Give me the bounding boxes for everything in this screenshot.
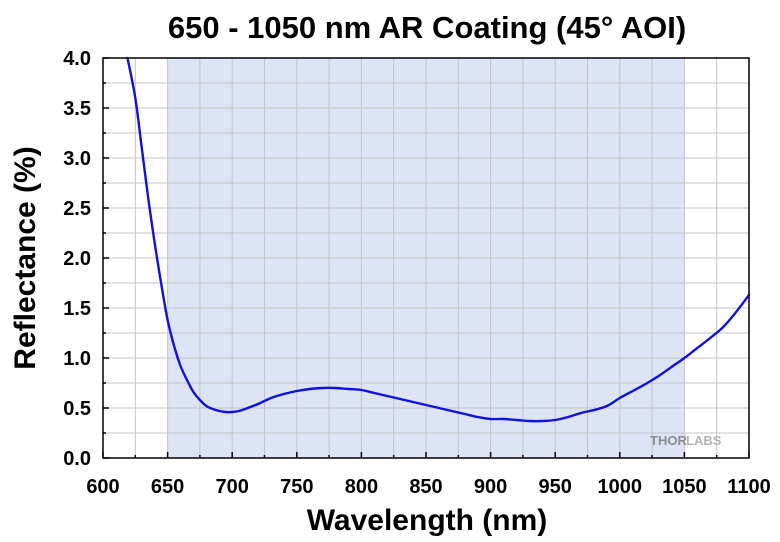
y-tick-label: 2.5	[63, 198, 91, 220]
y-tick-label: 0.5	[63, 398, 91, 420]
line-layer	[126, 56, 751, 423]
thorlabs-logo: THOR LABS	[650, 433, 722, 448]
logo-text-labs: LABS	[686, 433, 722, 448]
y-tick-label: 1.0	[63, 348, 91, 370]
y-tick-label: 0.0	[63, 448, 91, 470]
y-axis-label: Reflectance (%)	[9, 146, 42, 369]
x-axis-label: Wavelength (nm)	[307, 504, 548, 537]
y-tick-label: 3.5	[63, 98, 91, 120]
x-tick-label: 750	[280, 476, 313, 498]
y-tick-label: 4.0	[63, 48, 91, 70]
y-tick-labels: 0.0 0.5 1.0 1.5 2.0 2.5 3.0 3.5 4.0	[63, 48, 91, 470]
x-tick-labels: 600 650 700 750 800 850 900 950 1000 1050 1100	[86, 476, 770, 498]
tick-marks	[102, 57, 750, 459]
logo-text-thor: THOR	[650, 433, 687, 448]
x-tick-label: 800	[345, 476, 378, 498]
x-tick-label: 950	[539, 476, 572, 498]
y-tick-label: 2.0	[63, 248, 91, 270]
x-tick-label: 650	[151, 476, 184, 498]
chart-title: 650 - 1050 nm AR Coating (45° AOI)	[168, 10, 686, 45]
reflectance-series-line	[126, 56, 751, 423]
x-tick-label: 600	[86, 476, 119, 498]
x-tick-label: 700	[216, 476, 249, 498]
x-tick-label: 1000	[598, 476, 643, 498]
x-tick-label: 850	[409, 476, 442, 498]
y-tick-label: 3.0	[63, 148, 91, 170]
y-tick-label: 1.5	[63, 298, 91, 320]
x-tick-label: 1050	[662, 476, 707, 498]
x-tick-label: 1100	[727, 476, 770, 498]
x-tick-label: 900	[474, 476, 507, 498]
grid	[103, 58, 749, 458]
